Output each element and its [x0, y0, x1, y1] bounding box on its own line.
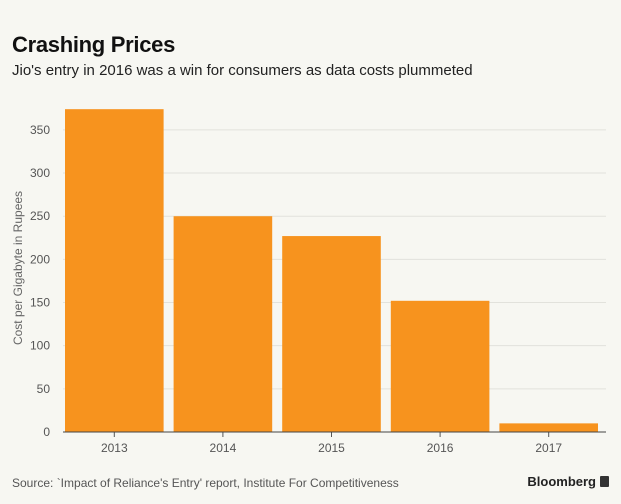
y-tick-label: 250	[30, 209, 50, 223]
x-axis-ticks: 2013 2014 2015 2016 2017	[101, 432, 562, 455]
bloomberg-terminal-icon	[600, 476, 609, 487]
y-tick-label: 0	[43, 425, 50, 439]
bar-2016	[390, 300, 490, 432]
chart-title: Crashing Prices	[12, 32, 176, 57]
y-axis-ticks: 0 50 100 150 200 250 300 350	[30, 123, 50, 439]
y-tick-label: 150	[30, 296, 50, 310]
x-tick-label: 2017	[535, 441, 562, 455]
brand-logo: Bloomberg	[527, 474, 609, 489]
y-tick-label: 100	[30, 339, 50, 353]
y-tick-label: 300	[30, 166, 50, 180]
chart-subtitle: Jio's entry in 2016 was a win for consum…	[12, 62, 473, 79]
x-tick-label: 2016	[427, 441, 454, 455]
source-note: Source: `Impact of Reliance's Entry' rep…	[12, 476, 399, 490]
bar-2017	[499, 423, 598, 432]
bar-2013	[65, 109, 164, 432]
x-tick-label: 2013	[101, 441, 128, 455]
y-tick-label: 200	[30, 252, 50, 266]
y-tick-label: 50	[37, 382, 51, 396]
bar-2015	[282, 236, 381, 432]
y-axis-label: Cost per Gigabyte in Rupees	[11, 191, 25, 345]
bars	[65, 109, 598, 432]
bar-2014	[173, 216, 273, 432]
brand-name: Bloomberg	[527, 474, 596, 489]
x-tick-label: 2014	[210, 441, 237, 455]
x-tick-label: 2015	[318, 441, 345, 455]
y-tick-label: 350	[30, 123, 50, 137]
